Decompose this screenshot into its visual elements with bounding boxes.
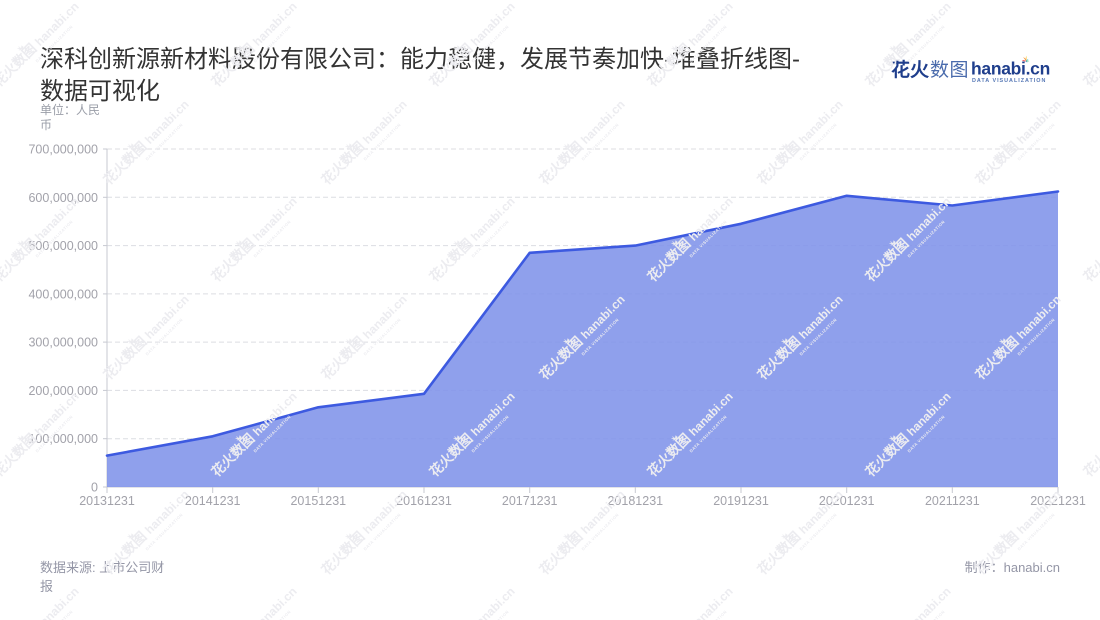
svg-text:20221231: 20221231 bbox=[1030, 494, 1086, 508]
svg-text:20171231: 20171231 bbox=[502, 494, 558, 508]
svg-text:20201231: 20201231 bbox=[819, 494, 875, 508]
svg-text:20131231: 20131231 bbox=[79, 494, 135, 508]
svg-text:20151231: 20151231 bbox=[290, 494, 346, 508]
svg-text:20141231: 20141231 bbox=[185, 494, 241, 508]
svg-text:20191231: 20191231 bbox=[713, 494, 769, 508]
svg-text:600,000,000: 600,000,000 bbox=[28, 191, 98, 205]
svg-text:20161231: 20161231 bbox=[396, 494, 452, 508]
svg-text:200,000,000: 200,000,000 bbox=[28, 384, 98, 398]
svg-text:500,000,000: 500,000,000 bbox=[28, 239, 98, 253]
svg-text:20211231: 20211231 bbox=[925, 494, 980, 508]
svg-text:700,000,000: 700,000,000 bbox=[28, 143, 98, 157]
svg-text:400,000,000: 400,000,000 bbox=[28, 287, 98, 301]
svg-text:0: 0 bbox=[91, 481, 98, 495]
svg-text:100,000,000: 100,000,000 bbox=[28, 432, 98, 446]
svg-text:300,000,000: 300,000,000 bbox=[28, 336, 98, 350]
svg-text:20181231: 20181231 bbox=[607, 494, 663, 508]
